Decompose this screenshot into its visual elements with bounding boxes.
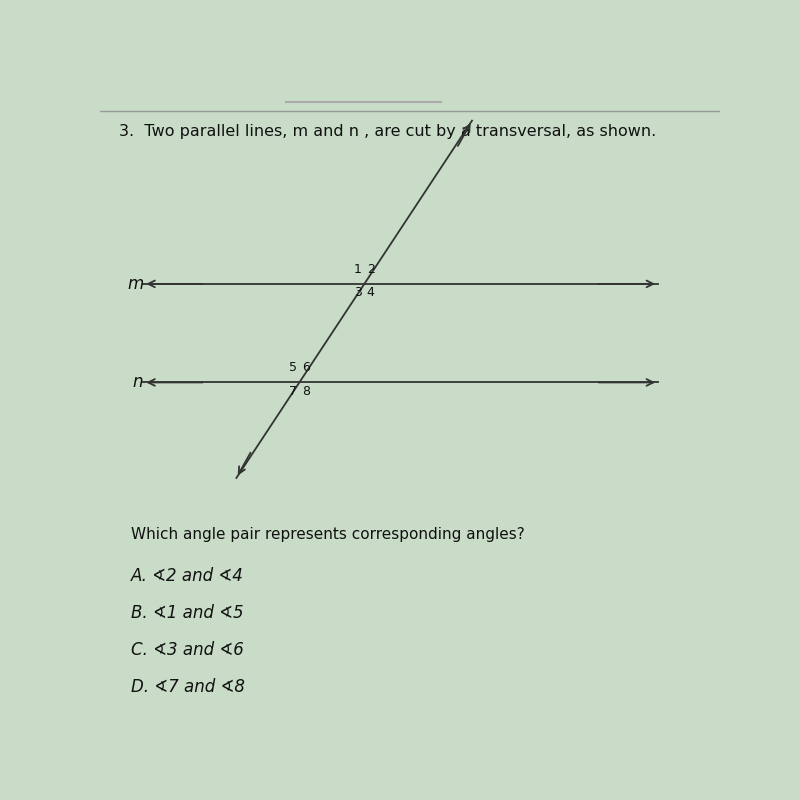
Text: B. ∢1 and ∢5: B. ∢1 and ∢5	[131, 604, 244, 622]
Text: n: n	[133, 374, 143, 391]
Text: 5: 5	[289, 362, 297, 374]
Text: 2: 2	[366, 263, 374, 276]
Text: 3.  Two parallel lines, m and n , are cut by a transversal, as shown.: 3. Two parallel lines, m and n , are cut…	[118, 124, 656, 138]
Text: 8: 8	[302, 385, 310, 398]
Text: 1: 1	[354, 263, 362, 276]
Text: C. ∢3 and ∢6: C. ∢3 and ∢6	[131, 641, 244, 659]
Text: 7: 7	[289, 385, 297, 398]
Text: D. ∢7 and ∢8: D. ∢7 and ∢8	[131, 678, 245, 696]
Text: 3: 3	[354, 286, 362, 299]
Text: 4: 4	[366, 286, 374, 299]
Text: m: m	[127, 275, 143, 293]
Text: A. ∢2 and ∢4: A. ∢2 and ∢4	[131, 567, 244, 586]
Text: 6: 6	[302, 362, 310, 374]
Text: Which angle pair represents corresponding angles?: Which angle pair represents correspondin…	[131, 527, 525, 542]
